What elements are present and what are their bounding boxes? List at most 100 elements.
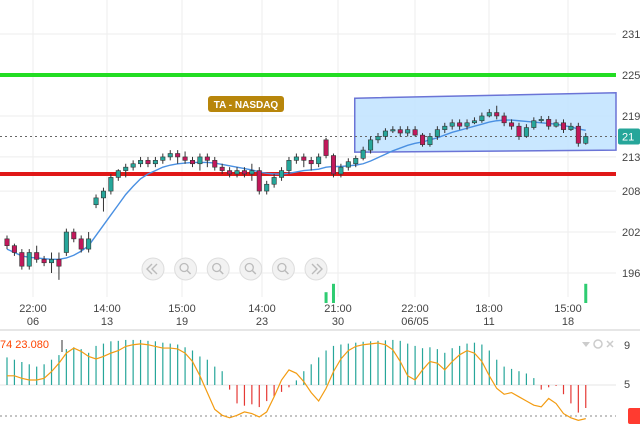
candle [182,151,188,164]
candle-body [509,122,515,127]
candle-body [123,166,129,171]
candle [241,167,247,178]
oscillator-bar [503,366,505,385]
candle-body [434,129,440,137]
candle-body [286,160,292,171]
candle-body [546,119,552,127]
oscillator-bar [399,340,401,385]
candle [368,136,374,154]
candle-body [353,157,359,165]
magnifier-handle [186,269,192,275]
candle [323,137,329,159]
candle-body [449,122,455,127]
oscillator-bar [154,341,156,385]
candle-body [160,156,166,161]
candle-body [375,136,381,141]
candle-body [293,156,299,161]
zoom-out-icon[interactable] [271,257,295,281]
toolbar-button-bg [271,257,295,281]
candle [553,119,559,128]
oscillator-bar [347,343,349,385]
oscillator-bar [288,385,290,388]
candle [264,180,270,195]
x-tick-date: 11 [483,316,494,328]
oscillator-bar [562,385,565,395]
magnifier-handle [251,269,257,275]
oscillator-bar [36,366,38,385]
oscillator-bar [80,349,82,385]
candle-body [26,252,32,267]
candle [382,128,388,140]
x-tick-time: 14:00 [248,303,276,315]
oscillator-bar [221,371,223,385]
zoom-out-icon[interactable] [206,257,230,281]
candle [63,228,69,256]
x-tick-date: 18 [562,316,574,328]
oscillator-bar [488,350,490,385]
shift-icon[interactable] [582,342,590,347]
oscillator-value: 74 23.080 [0,339,49,351]
oscillator-bar [429,347,431,385]
candle [449,119,455,130]
candle-body [19,252,25,267]
candle-body [412,129,418,136]
zoom-in-icon[interactable] [174,257,198,281]
candle-body [330,155,336,175]
candle [167,150,173,161]
candle [308,156,314,171]
oscillator-bar [496,359,498,385]
oscillator-bar [88,352,90,385]
oscillator-bar [125,339,127,385]
magnifier-glyph [277,262,287,273]
candle [501,112,507,127]
magnifier-glyph [179,262,189,273]
candle-body [479,115,485,122]
candle-body [256,170,262,192]
oscillator-bar [147,340,149,385]
close-icon[interactable] [606,340,614,348]
candle [138,156,144,168]
candle [457,119,463,130]
gear-glyph [593,339,603,349]
oscillator-bar [258,385,260,408]
settings-icon[interactable] [593,339,603,349]
y-tick-label: 196 [622,268,640,280]
candle [538,115,544,123]
candle-body [130,163,136,168]
oscillator-bar [236,385,238,404]
oscillator-bar [132,339,134,385]
candle [123,163,129,178]
candle [160,153,166,164]
candle-body [78,238,84,250]
candle-body [360,149,366,159]
oscillator-bar [407,343,409,385]
oscillator-bar [577,385,579,413]
oscillator-bar [303,371,305,385]
candle [442,122,448,134]
candle-body [560,122,566,130]
annotation-text: TA - NASDAQ [214,100,279,111]
oscillator-bar [206,359,208,385]
zoom-in-icon[interactable] [239,257,263,281]
candle-body [501,115,507,124]
last-price-label: 21 [622,131,634,143]
candle-body [575,125,581,144]
candle [486,109,492,118]
x-tick-date: 06 [27,316,39,328]
candle-body [553,122,559,127]
oscillator-bar [199,356,201,385]
candle-body [145,160,151,165]
candle-body [457,122,463,127]
fast-forward-icon[interactable] [304,257,328,281]
candle-body [63,231,69,253]
oscillator-bar [451,348,453,385]
oscillator-bar [177,344,179,385]
oscillator-tick: 9 [624,340,630,352]
candle-body [486,112,492,117]
candle [390,126,396,134]
rewind-icon[interactable] [141,257,165,281]
candle [234,167,240,178]
candle-body [11,245,17,253]
candle [41,255,47,267]
